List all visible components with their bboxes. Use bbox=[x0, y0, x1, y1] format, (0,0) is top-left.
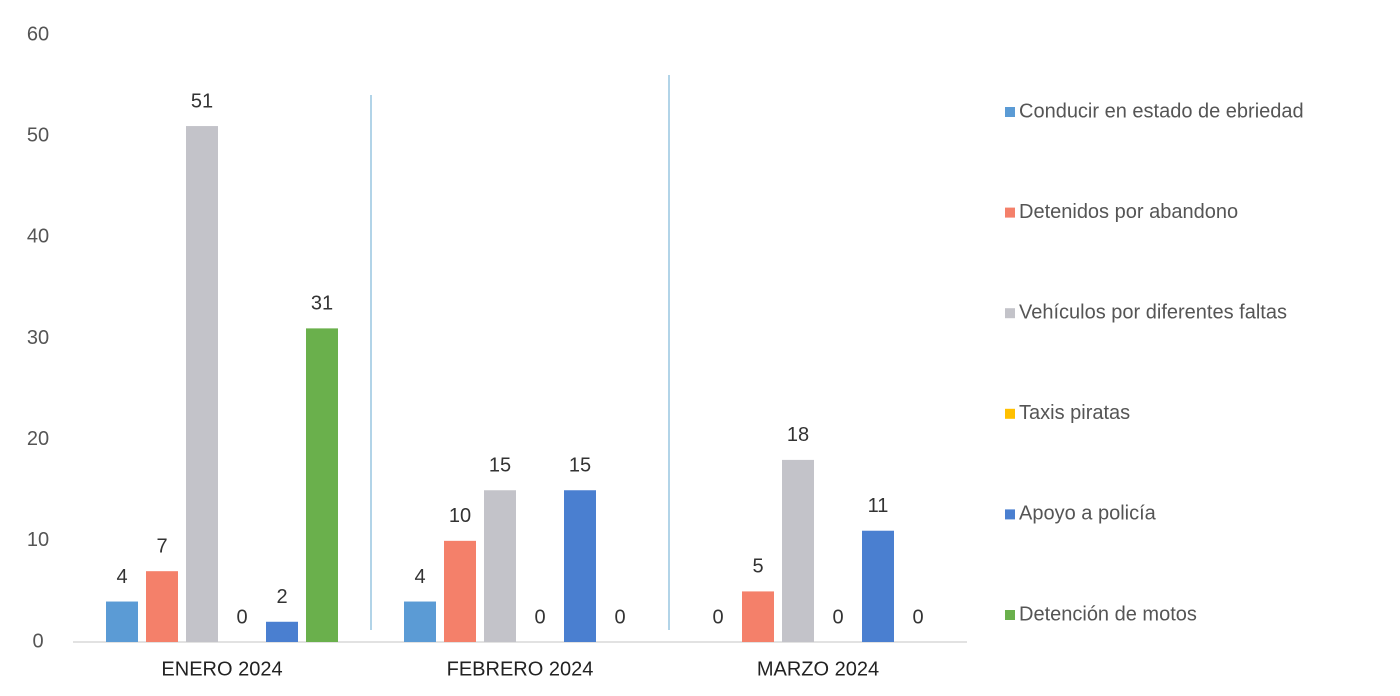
data-label: 15 bbox=[489, 455, 511, 477]
legend-label: Detención de motos bbox=[1019, 603, 1197, 625]
data-label: 51 bbox=[191, 90, 213, 112]
legend-swatch bbox=[1005, 408, 1015, 419]
y-tick-label: 50 bbox=[27, 124, 49, 146]
data-label: 18 bbox=[787, 424, 809, 446]
bar bbox=[404, 601, 436, 642]
legend-swatch bbox=[1005, 107, 1015, 117]
legend-label: Vehículos por diferentes faltas bbox=[1019, 301, 1287, 323]
data-label: 0 bbox=[712, 606, 723, 628]
legend-label: Conducir en estado de ebriedad bbox=[1019, 100, 1304, 122]
bar bbox=[782, 459, 814, 642]
legend-swatch bbox=[1005, 509, 1015, 520]
data-label: 11 bbox=[868, 495, 889, 517]
y-tick-label: 20 bbox=[27, 428, 49, 450]
y-tick-label: 60 bbox=[27, 23, 49, 45]
data-label: 5 bbox=[752, 556, 763, 578]
y-tick-label: 30 bbox=[27, 327, 49, 349]
data-label: 0 bbox=[236, 606, 247, 628]
data-label: 4 bbox=[116, 566, 127, 588]
legend-label: Taxis piratas bbox=[1019, 402, 1130, 424]
bar bbox=[484, 490, 516, 642]
bar bbox=[862, 530, 894, 642]
data-label: 10 bbox=[449, 505, 471, 527]
data-label: 0 bbox=[614, 606, 625, 628]
data-label: 0 bbox=[832, 606, 843, 628]
data-label: 2 bbox=[276, 586, 287, 608]
y-tick-label: 10 bbox=[27, 529, 49, 551]
bar bbox=[742, 591, 774, 642]
y-tick-label: 40 bbox=[27, 226, 49, 248]
data-label: 4 bbox=[414, 566, 425, 588]
legend-swatch bbox=[1005, 207, 1015, 218]
bar bbox=[306, 328, 338, 642]
x-tick-label: MARZO 2024 bbox=[757, 658, 879, 680]
legend-label: Apoyo a policía bbox=[1019, 503, 1157, 525]
bar bbox=[186, 126, 218, 643]
bar bbox=[146, 571, 178, 642]
data-label: 31 bbox=[311, 293, 333, 315]
data-label: 0 bbox=[534, 606, 545, 628]
legend-swatch bbox=[1005, 308, 1015, 319]
bar bbox=[564, 490, 596, 642]
x-tick-label: ENERO 2024 bbox=[161, 658, 282, 680]
bar bbox=[444, 540, 476, 642]
y-tick-label: 0 bbox=[32, 630, 43, 652]
legend-label: Detenidos por abandono bbox=[1019, 201, 1238, 223]
bar bbox=[106, 601, 138, 642]
bar bbox=[266, 621, 298, 642]
data-label: 0 bbox=[912, 606, 923, 628]
data-label: 7 bbox=[156, 535, 167, 557]
x-tick-label: FEBRERO 2024 bbox=[447, 658, 594, 680]
data-label: 15 bbox=[569, 455, 591, 477]
legend-swatch bbox=[1005, 610, 1015, 620]
